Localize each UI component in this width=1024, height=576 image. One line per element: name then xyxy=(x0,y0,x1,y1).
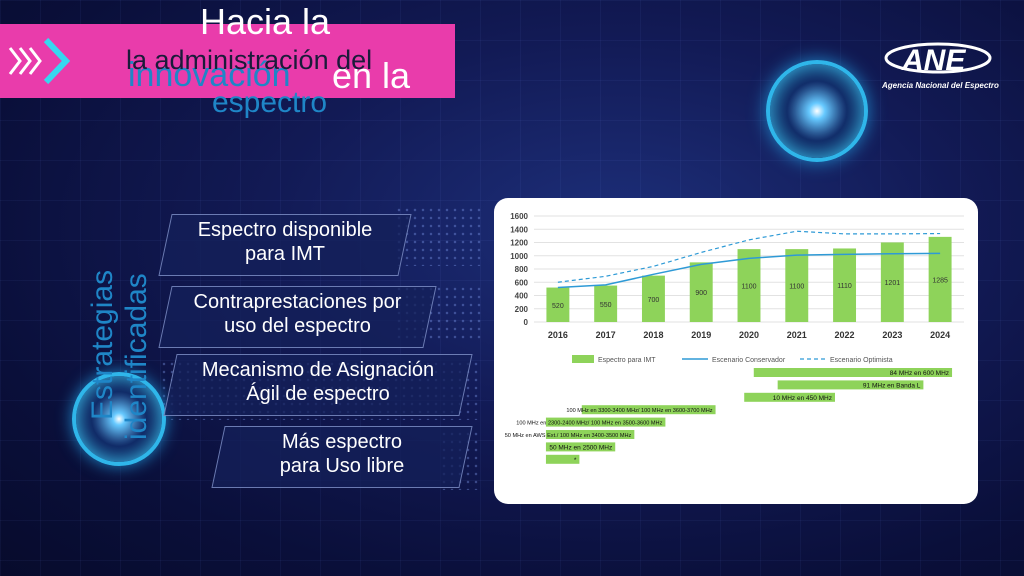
bar xyxy=(641,275,665,322)
bar-value-label: 1100 xyxy=(741,284,756,291)
bar xyxy=(737,249,761,322)
gantt-label: 100 MHz en 3300-3400 MHz/ 100 MHz en 360… xyxy=(566,408,712,414)
bar xyxy=(689,262,713,322)
bar-value-label: 1201 xyxy=(885,280,901,287)
strategy-line-2: para IMT xyxy=(244,243,326,265)
bar-value-label: 1100 xyxy=(789,284,804,291)
vertical-label-2: identificadas xyxy=(120,273,153,440)
x-tick-label: 2017 xyxy=(596,330,616,340)
bar-value-label: 550 xyxy=(600,302,612,309)
x-tick-label: 2018 xyxy=(643,330,663,340)
x-tick-label: 2022 xyxy=(835,330,855,340)
strategy-line-2: uso del espectro xyxy=(224,315,371,337)
strategy-line-2: para Uso libre xyxy=(279,455,405,477)
strategy-line-1: Contraprestaciones por xyxy=(193,291,402,313)
ane-logo: ANE xyxy=(884,42,992,77)
strategy-mecanismo[interactable]: Mecanismo de Asignación Ágil de espectro xyxy=(163,354,473,416)
legend-label: Escenario Conservador xyxy=(712,357,786,364)
strategy-line-1: Mecanismo de Asignación xyxy=(201,359,435,381)
x-tick-label: 2016 xyxy=(548,330,568,340)
legend-label: Espectro para IMT xyxy=(598,357,656,364)
logo-text: ANE xyxy=(901,44,966,77)
x-tick-label: 2024 xyxy=(930,330,950,340)
bar xyxy=(833,248,857,322)
bar xyxy=(785,249,809,322)
bar xyxy=(880,242,904,322)
chevrons-icon xyxy=(8,37,71,85)
bar-value-label: 1110 xyxy=(837,283,852,290)
gantt-label: 91 MHz en Banda L xyxy=(863,382,921,389)
gantt-bar xyxy=(581,405,716,415)
spectrum-chart: 0 200 400 600 800 1000 1200 1400 1600 520 550 700 90… xyxy=(505,212,964,464)
bar-value-label: 900 xyxy=(695,290,707,297)
strategy-line-1: Más espectro xyxy=(281,431,403,453)
y-tick-label: 400 xyxy=(515,292,529,301)
bar xyxy=(594,285,618,322)
y-tick-label: 1400 xyxy=(510,225,528,234)
strategy-line-2: Ágil de espectro xyxy=(246,383,390,405)
strategy-imt[interactable]: Espectro disponible para IMT xyxy=(158,214,412,276)
gantt-label: 50 MHz en 2500 MHz xyxy=(549,444,612,451)
gantt-bar xyxy=(545,430,635,439)
y-tick-label: 1200 xyxy=(510,239,528,248)
bar-value-label: 520 xyxy=(552,303,564,310)
gantt-bar xyxy=(545,442,616,452)
subtitle: la administración del xyxy=(126,45,373,75)
x-tick-label: 2023 xyxy=(882,330,902,340)
decorative-ring xyxy=(72,372,166,466)
chart-card: 0 200 400 600 800 1000 1200 1400 1600 520 550 700 90… xyxy=(494,198,978,504)
gantt-label: 10 MHz en 450 MHz xyxy=(773,395,832,402)
bar-value-label: 700 xyxy=(648,297,660,304)
gantt-label: 100 MHz en 2300-2400 MHz/ 100 MHz en 350… xyxy=(516,421,662,427)
bar xyxy=(546,287,570,322)
strategy-contraprestaciones[interactable]: Contraprestaciones por uso del espectro xyxy=(158,286,437,348)
logo-subtitle: Agencia Nacional del Espectro xyxy=(882,81,999,90)
gantt-bar xyxy=(753,368,953,377)
subtitle-highlight: espectro xyxy=(212,86,328,119)
decorative-ring xyxy=(766,60,868,162)
gantt-bar xyxy=(744,392,835,402)
title-line-1: Hacia la xyxy=(200,1,331,42)
legend-swatch-bar xyxy=(572,355,594,363)
conservative-line xyxy=(557,252,941,289)
gantt-bar xyxy=(777,380,924,390)
x-tick-label: 2020 xyxy=(739,330,759,340)
y-tick-label: 600 xyxy=(515,278,529,287)
gantt-bar xyxy=(545,417,666,427)
bar-value-label: 1285 xyxy=(932,277,948,284)
strategy-line-1: Espectro disponible xyxy=(197,219,373,241)
x-tick-label: 2019 xyxy=(691,330,711,340)
title-banner xyxy=(0,24,455,98)
optimistic-line xyxy=(557,230,941,283)
vertical-label: Estrategias xyxy=(86,269,119,420)
y-tick-label: 0 xyxy=(524,318,529,327)
title-highlight: innovación xyxy=(128,56,291,94)
y-tick-label: 800 xyxy=(515,265,529,274)
strategy-uso-libre[interactable]: Más espectro para Uso libre xyxy=(211,426,473,488)
y-tick-label: 1000 xyxy=(510,252,528,261)
x-tick-label: 2021 xyxy=(787,330,807,340)
gantt-bar xyxy=(545,454,580,464)
bar xyxy=(928,236,952,322)
title-line-2: en la xyxy=(332,55,411,96)
gantt-label: 50 MHz en AWS Ext./ 100 MHz en 3400-3500… xyxy=(505,433,632,439)
y-tick-label: 1600 xyxy=(510,212,528,221)
y-tick-label: 200 xyxy=(515,305,529,314)
legend-label: Escenario Optimista xyxy=(830,357,893,364)
gantt-label: 84 MHz en 600 MHz xyxy=(890,370,949,377)
gantt-label: * xyxy=(574,457,577,464)
